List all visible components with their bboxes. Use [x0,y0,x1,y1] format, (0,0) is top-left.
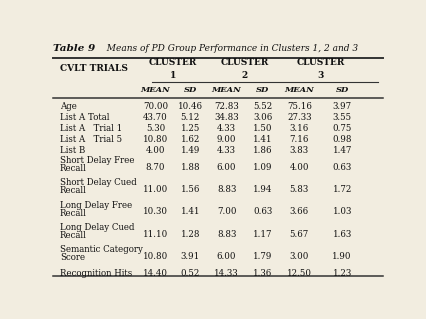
Text: 3.91: 3.91 [181,252,200,261]
Text: 7.16: 7.16 [290,135,309,144]
Text: 1.56: 1.56 [181,185,200,194]
Text: 1.50: 1.50 [253,124,273,133]
Text: List B: List B [60,146,85,155]
Text: Long Delay Cued: Long Delay Cued [60,223,134,232]
Text: 5.12: 5.12 [181,113,200,122]
Text: SD: SD [184,86,197,94]
Text: 0.63: 0.63 [333,163,352,172]
Text: 1.86: 1.86 [253,146,273,155]
Text: 11.00: 11.00 [143,185,168,194]
Text: 3.55: 3.55 [333,113,352,122]
Text: 10.30: 10.30 [143,207,168,217]
Text: 1.94: 1.94 [253,185,273,194]
Text: 3.83: 3.83 [290,146,309,155]
Text: Table 9: Table 9 [53,44,95,53]
Text: MEAN: MEAN [284,86,314,94]
Text: 5.67: 5.67 [290,230,309,239]
Text: Recall: Recall [60,231,87,240]
Text: 14.33: 14.33 [214,269,239,278]
Text: 10.80: 10.80 [143,252,168,261]
Text: 3.06: 3.06 [253,113,273,122]
Text: MEAN: MEAN [141,86,170,94]
Text: 8.70: 8.70 [146,163,165,172]
Text: 6.00: 6.00 [217,163,236,172]
Text: 1.03: 1.03 [332,207,352,217]
Text: 9.00: 9.00 [217,135,236,144]
Text: 14.40: 14.40 [143,269,168,278]
Text: Short Delay Free: Short Delay Free [60,156,134,165]
Text: 3.66: 3.66 [290,207,309,217]
Text: MEAN: MEAN [212,86,242,94]
Text: Short Delay Cued: Short Delay Cued [60,178,137,187]
Text: 6.00: 6.00 [217,252,236,261]
Text: Recall: Recall [60,186,87,195]
Text: 5.83: 5.83 [290,185,309,194]
Text: 43.70: 43.70 [143,113,168,122]
Text: 8.83: 8.83 [217,230,236,239]
Text: Means of PD Group Performance in Clusters 1, 2 and 3: Means of PD Group Performance in Cluster… [101,44,358,53]
Text: 5.30: 5.30 [146,124,165,133]
Text: 1.63: 1.63 [333,230,352,239]
Text: 1.79: 1.79 [253,252,273,261]
Text: 1.23: 1.23 [333,269,352,278]
Text: 1.47: 1.47 [332,146,352,155]
Text: 1.88: 1.88 [181,163,200,172]
Text: 1.17: 1.17 [253,230,273,239]
Text: List A   Trial 1: List A Trial 1 [60,124,122,133]
Text: Semantic Category: Semantic Category [60,245,143,254]
Text: SD: SD [336,86,349,94]
Text: 72.83: 72.83 [214,102,239,111]
Text: 1.41: 1.41 [181,207,200,217]
Text: 1.72: 1.72 [332,185,352,194]
Text: 1: 1 [170,71,176,80]
Text: 10.46: 10.46 [178,102,203,111]
Text: 3.97: 3.97 [333,102,352,111]
Text: CVLT TRIALS: CVLT TRIALS [60,64,128,73]
Text: CLUSTER: CLUSTER [296,58,345,67]
Text: 34.83: 34.83 [214,113,239,122]
Text: 11.10: 11.10 [143,230,168,239]
Text: 0.98: 0.98 [332,135,352,144]
Text: 3.16: 3.16 [290,124,309,133]
Text: 27.33: 27.33 [287,113,311,122]
Text: 7.00: 7.00 [217,207,236,217]
Text: 3: 3 [317,71,324,80]
Text: 4.00: 4.00 [146,146,165,155]
Text: Recognition Hits: Recognition Hits [60,269,132,278]
Text: 1.62: 1.62 [181,135,200,144]
Text: 4.00: 4.00 [289,163,309,172]
Text: Age: Age [60,102,77,111]
Text: 5.52: 5.52 [253,102,273,111]
Text: 4.33: 4.33 [217,146,236,155]
Text: 0.52: 0.52 [181,269,200,278]
Text: Recall: Recall [60,209,87,218]
Text: Recall: Recall [60,164,87,173]
Text: 4.33: 4.33 [217,124,236,133]
Text: 12.50: 12.50 [287,269,312,278]
Text: 2: 2 [242,71,248,80]
Text: SD: SD [256,86,270,94]
Text: 70.00: 70.00 [143,102,168,111]
Text: Long Delay Free: Long Delay Free [60,201,132,210]
Text: 1.41: 1.41 [253,135,273,144]
Text: 1.09: 1.09 [253,163,273,172]
Text: 8.83: 8.83 [217,185,236,194]
Text: CLUSTER: CLUSTER [149,58,197,67]
Text: 0.63: 0.63 [253,207,273,217]
Text: List A Total: List A Total [60,113,109,122]
Text: 1.28: 1.28 [181,230,200,239]
Text: 1.49: 1.49 [181,146,200,155]
Text: 1.90: 1.90 [332,252,352,261]
Text: 10.80: 10.80 [143,135,168,144]
Text: CLUSTER: CLUSTER [221,58,269,67]
Text: 1.25: 1.25 [181,124,200,133]
Text: 1.36: 1.36 [253,269,273,278]
Text: 75.16: 75.16 [287,102,312,111]
Text: Score: Score [60,253,85,262]
Text: List A   Trial 5: List A Trial 5 [60,135,122,144]
Text: 0.75: 0.75 [332,124,352,133]
Text: 3.00: 3.00 [290,252,309,261]
